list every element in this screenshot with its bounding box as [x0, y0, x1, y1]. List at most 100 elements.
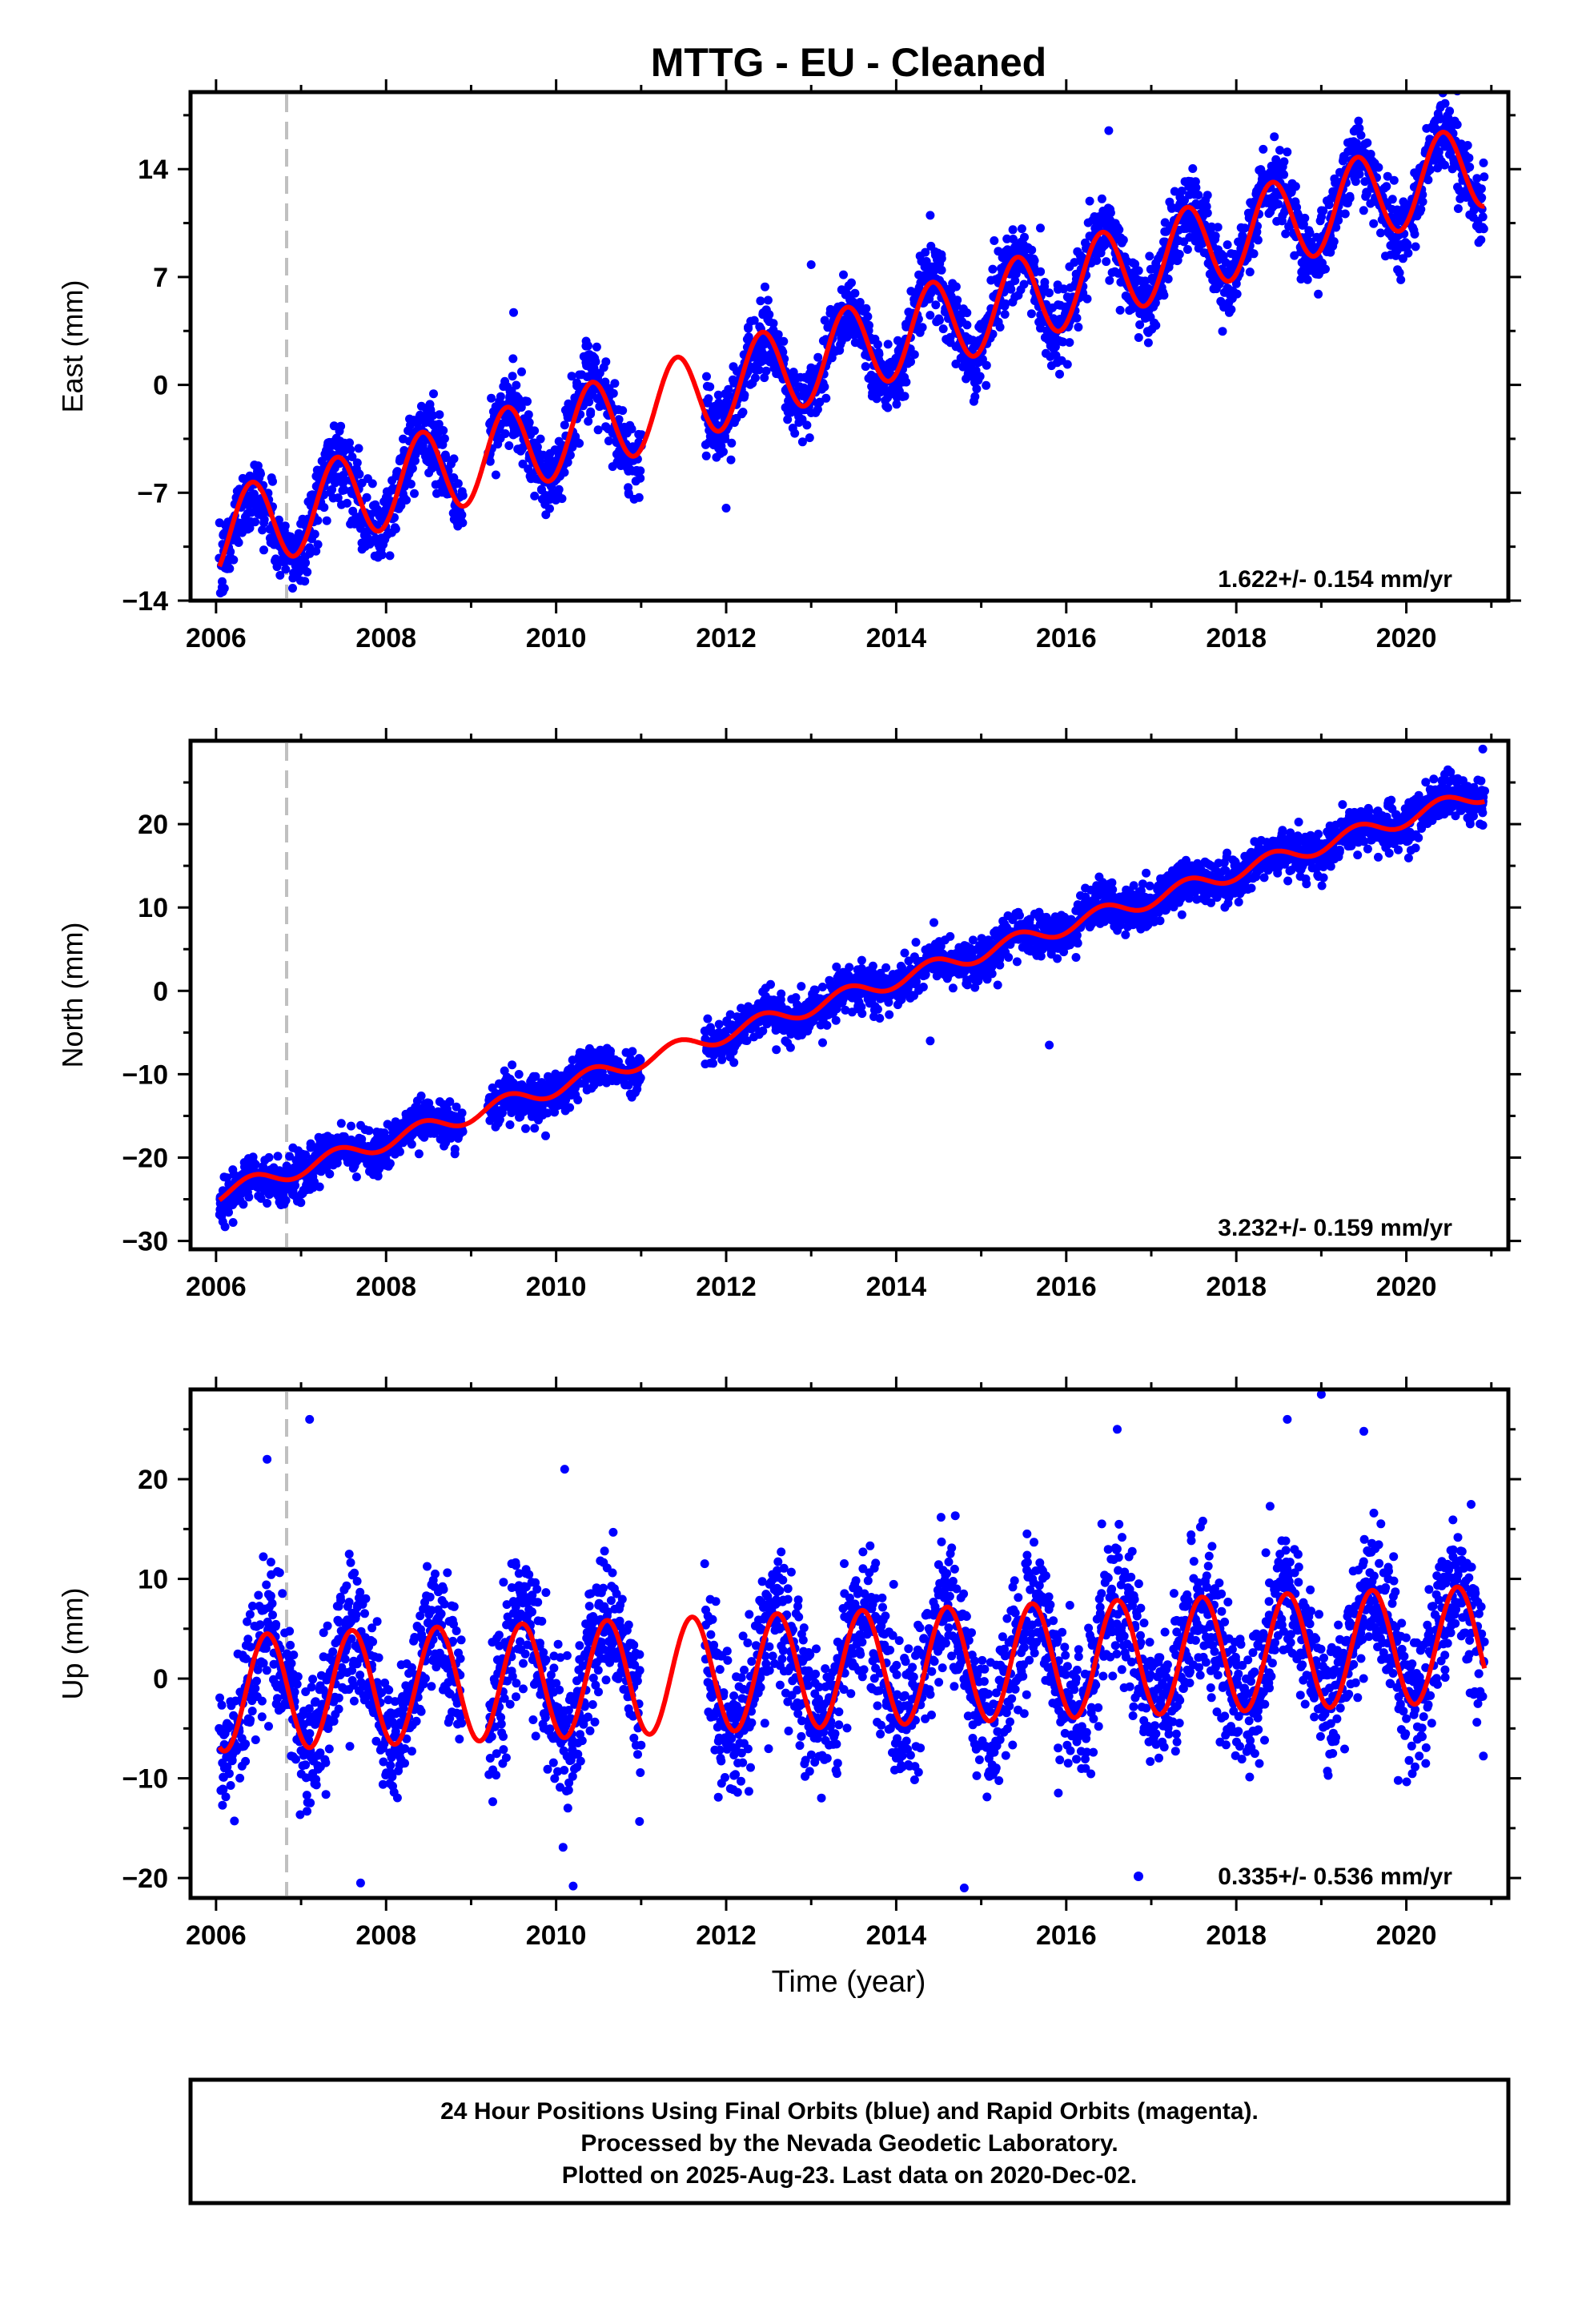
data-point — [1290, 251, 1299, 260]
data-point — [1221, 258, 1231, 267]
data-point — [1065, 338, 1074, 348]
data-point — [1188, 164, 1198, 173]
data-point — [766, 979, 775, 989]
data-point — [883, 340, 893, 349]
data-point — [235, 1190, 245, 1200]
data-point — [244, 1192, 254, 1202]
data-point — [247, 508, 256, 517]
data-point — [259, 545, 268, 555]
data-point — [516, 403, 526, 412]
data-point — [1177, 187, 1186, 195]
data-point — [514, 1070, 524, 1079]
data-point — [274, 515, 283, 525]
data-point — [457, 510, 467, 520]
data-point — [815, 397, 825, 407]
y-axis-label: East (mm) — [56, 280, 89, 413]
data-point — [391, 525, 400, 533]
data-point — [614, 415, 624, 424]
data-point — [1366, 150, 1375, 159]
data-point — [1465, 163, 1475, 172]
data-point — [1140, 276, 1150, 286]
data-point — [554, 485, 564, 494]
data-point — [1051, 351, 1061, 360]
data-point — [1382, 182, 1391, 191]
data-point — [268, 476, 277, 486]
data-point — [530, 1124, 540, 1133]
data-point — [817, 983, 827, 991]
data-point — [329, 421, 339, 431]
data-point — [303, 567, 312, 577]
data-point — [362, 493, 371, 502]
data-point — [624, 489, 633, 498]
data-point — [813, 352, 823, 362]
data-point — [1008, 225, 1018, 235]
outlier-point — [1435, 103, 1445, 112]
data-point — [820, 382, 829, 392]
data-point — [1114, 225, 1124, 235]
data-point — [975, 372, 985, 381]
data-point — [1403, 248, 1413, 258]
data-point — [563, 457, 572, 467]
data-point — [938, 324, 948, 334]
data-point — [951, 360, 961, 368]
data-point — [790, 428, 800, 438]
data-point — [930, 918, 938, 927]
data-point — [345, 438, 354, 448]
data-point — [565, 1103, 575, 1112]
data-point — [373, 1172, 383, 1181]
data-point — [410, 489, 419, 498]
data-point — [1259, 144, 1268, 154]
data-point — [610, 379, 620, 388]
data-point — [628, 1047, 637, 1056]
data-point — [1359, 206, 1368, 215]
data-point — [724, 391, 733, 400]
data-point — [500, 429, 510, 438]
data-point — [1227, 305, 1236, 314]
data-point — [524, 410, 533, 420]
data-point — [487, 393, 496, 403]
data-point — [831, 1015, 841, 1025]
data-point — [750, 373, 760, 383]
data-point — [953, 296, 962, 305]
data-point — [1004, 953, 1014, 962]
data-point — [802, 420, 812, 430]
chart-title: MTTG - EU - Cleaned — [651, 40, 1046, 85]
data-point — [367, 479, 377, 489]
data-point — [900, 948, 909, 958]
data-point — [521, 1124, 530, 1133]
data-point — [319, 503, 329, 513]
data-point — [921, 247, 930, 257]
data-point — [1453, 204, 1463, 213]
data-point — [536, 434, 545, 444]
data-point — [717, 1055, 727, 1064]
data-point — [234, 538, 243, 547]
data-point — [327, 485, 337, 494]
data-point — [857, 1009, 867, 1019]
data-point — [873, 340, 882, 349]
data-point — [575, 439, 584, 448]
data-point — [1145, 251, 1154, 261]
data-point — [385, 1159, 395, 1168]
data-point — [1130, 259, 1140, 269]
data-point — [636, 1073, 645, 1083]
data-point — [441, 453, 451, 462]
data-point — [875, 1014, 885, 1023]
data-point — [1000, 310, 1010, 319]
data-point — [892, 400, 901, 409]
data-points — [215, 92, 1489, 597]
x-tick-label: 2012 — [696, 623, 757, 653]
data-point — [1045, 288, 1054, 298]
data-point — [301, 558, 311, 568]
data-point — [1163, 274, 1173, 283]
data-point — [1477, 193, 1487, 203]
data-point — [1001, 299, 1010, 308]
data-point — [1305, 228, 1315, 238]
data-point — [228, 1218, 238, 1227]
data-point — [408, 464, 417, 473]
data-point — [1395, 268, 1404, 278]
data-point — [584, 397, 594, 407]
data-point — [333, 493, 343, 503]
data-point — [226, 547, 235, 557]
x-tick-label: 2008 — [355, 623, 416, 653]
data-point — [1355, 123, 1364, 133]
